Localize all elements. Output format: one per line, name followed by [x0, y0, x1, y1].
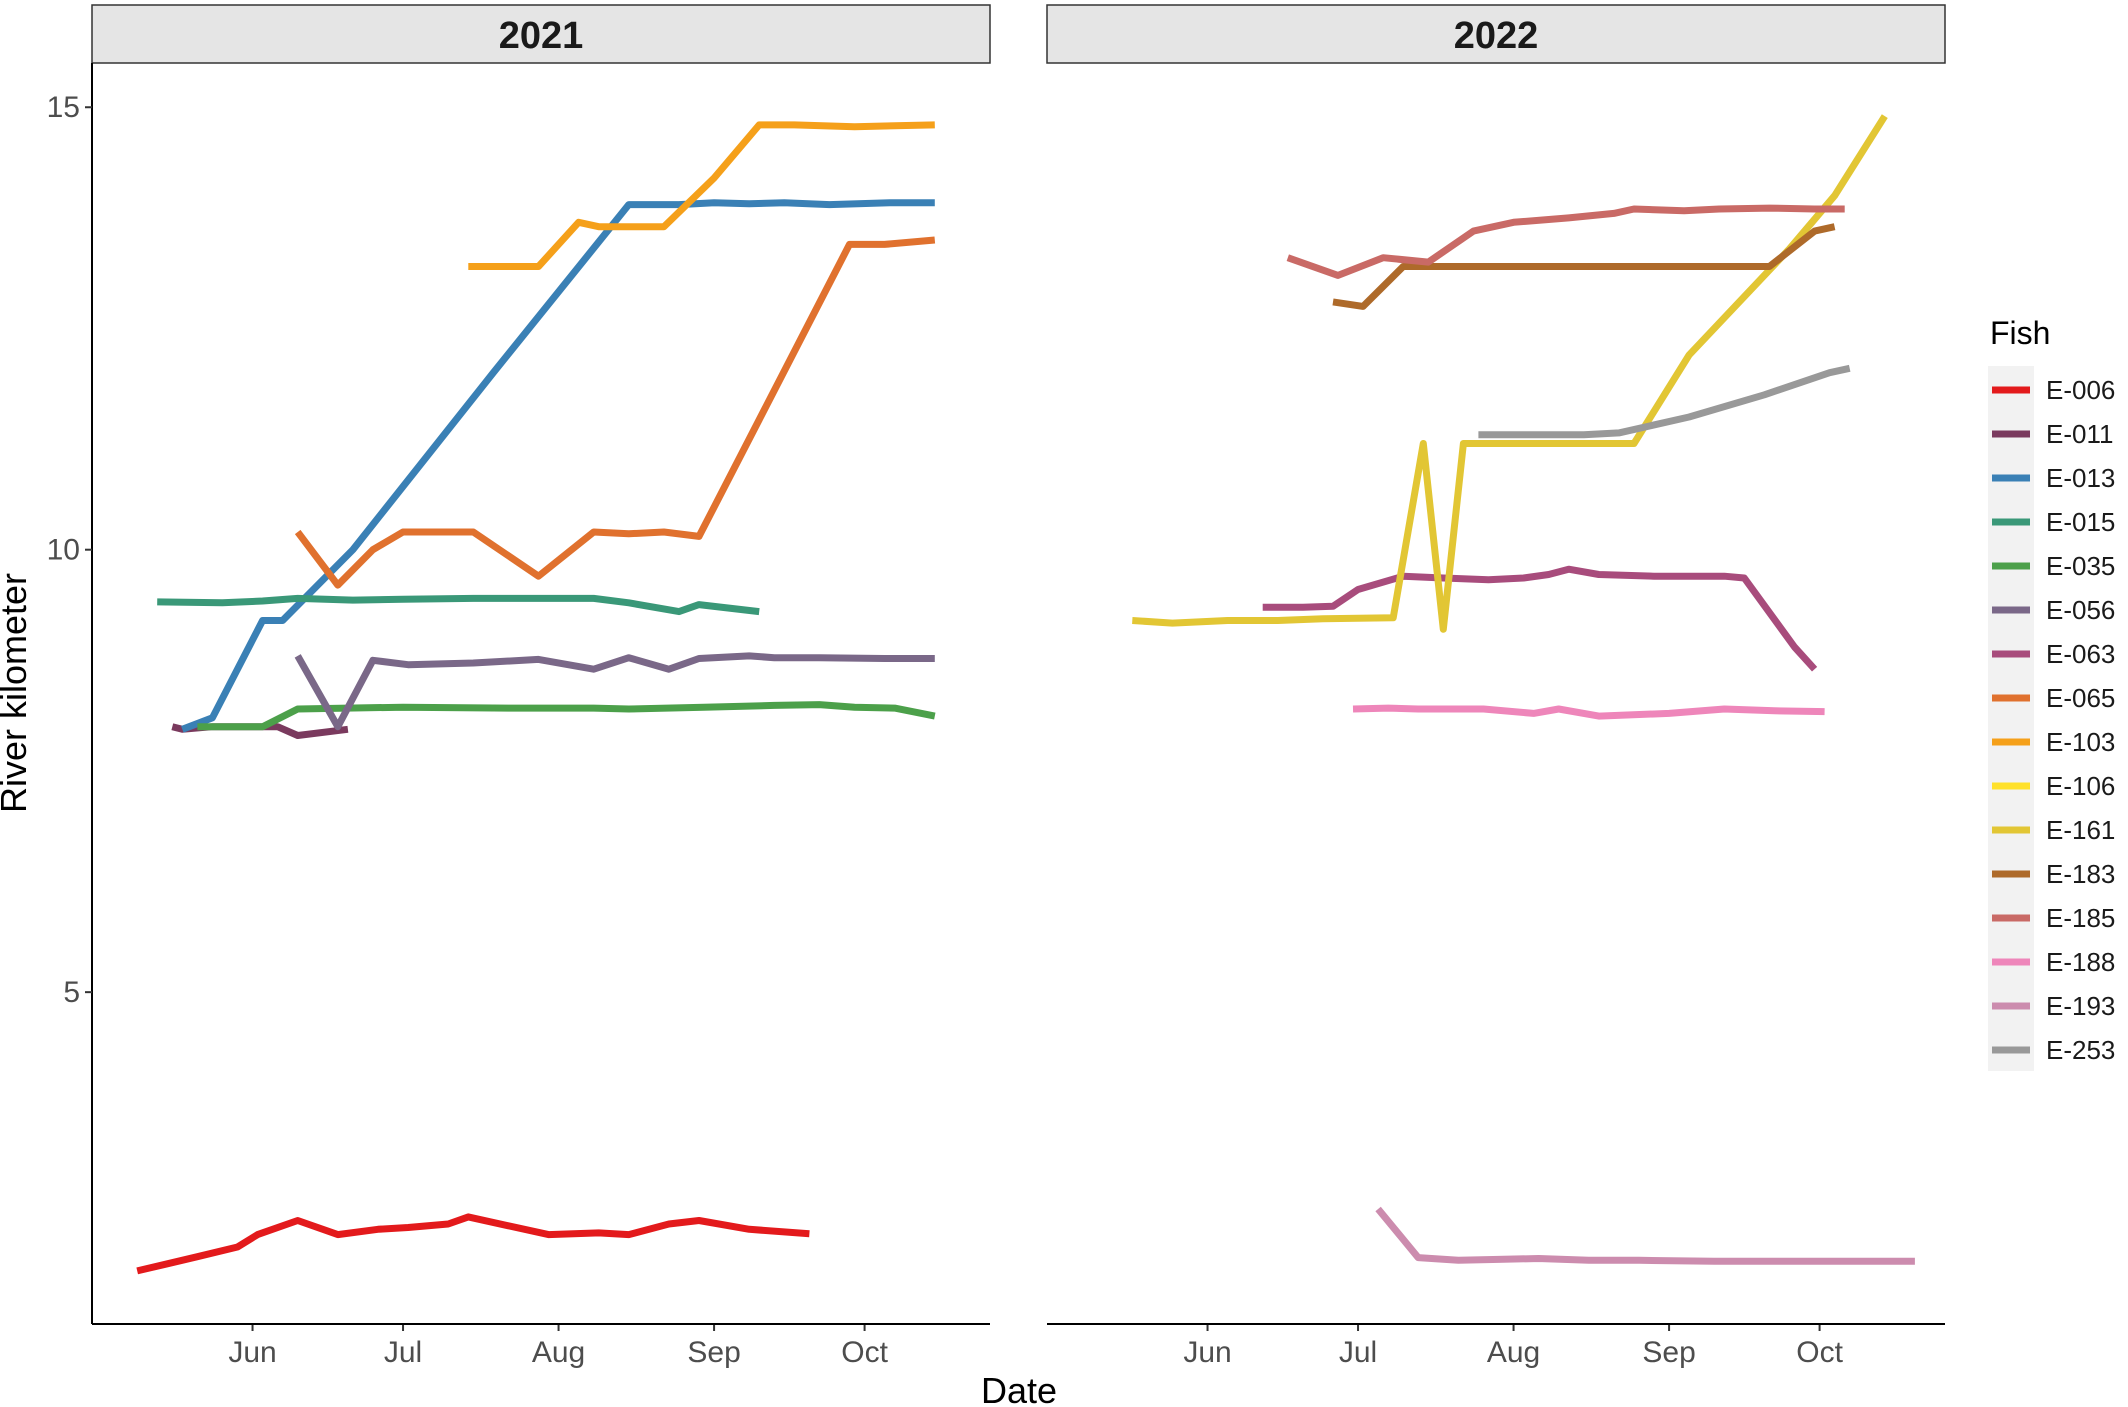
x-axis-title: Date — [981, 1370, 1057, 1407]
x-tick-label: Oct — [1796, 1336, 1843, 1369]
series-line-e-188 — [1352, 704, 1825, 720]
series-lines-2021 — [136, 121, 936, 1275]
legend-background — [1988, 366, 2034, 1071]
series-line-e-193 — [1375, 1206, 1915, 1265]
y-axis-ticks: 5 10 15 — [47, 91, 92, 1009]
x-tick-label: Jun — [228, 1336, 276, 1369]
x-axis-ticks-2021: Jun Jul Aug Sep Oct — [228, 1324, 889, 1369]
panel-2021: 2021 Jun Jul Aug Sep Oct — [91, 4, 991, 1369]
series-line-e-183 — [1332, 223, 1836, 310]
legend-label-e-035: E-035 — [2046, 551, 2115, 581]
panel-2022: 2022 Jun Jul Aug Sep Oct — [1046, 4, 1946, 1369]
y-axis-title: River kilometer — [0, 573, 34, 813]
legend-label-e-063: E-063 — [2046, 639, 2115, 669]
series-line-e-013 — [181, 199, 935, 733]
x-tick-label: Sep — [687, 1336, 740, 1369]
legend-label-e-183: E-183 — [2046, 859, 2115, 889]
strip-2022 — [1046, 4, 1946, 64]
x-axis-ticks-2022: Jun Jul Aug Sep Oct — [1183, 1324, 1844, 1369]
legend-label-e-188: E-188 — [2046, 947, 2115, 977]
series-line-e-035 — [197, 701, 936, 731]
x-tick-label: Aug — [532, 1336, 585, 1369]
series-lines-2022 — [1132, 114, 1915, 1265]
series-line-e-056 — [294, 652, 935, 731]
legend-label-e-013: E-013 — [2046, 463, 2115, 493]
strip-title-2021: 2021 — [499, 15, 584, 57]
series-line-e-063 — [1262, 565, 1818, 672]
legend-label-e-006: E-006 — [2046, 375, 2115, 405]
legend-label-e-106: E-106 — [2046, 771, 2115, 801]
strip-2021 — [91, 4, 991, 64]
legend-label-e-065: E-065 — [2046, 683, 2115, 713]
legend-label-e-193: E-193 — [2046, 991, 2115, 1021]
legend-label-e-185: E-185 — [2046, 903, 2115, 933]
series-line-e-253 — [1478, 364, 1851, 439]
strip-title-2022: 2022 — [1454, 15, 1539, 57]
legend-label-e-015: E-015 — [2046, 507, 2115, 537]
series-line-e-065 — [294, 236, 936, 589]
y-tick-label: 15 — [47, 91, 80, 124]
legend-label-e-011: E-011 — [2046, 419, 2113, 449]
legend-label-e-103: E-103 — [2046, 727, 2115, 757]
x-tick-label: Jun — [1183, 1336, 1231, 1369]
x-tick-label: Jul — [1339, 1336, 1377, 1369]
x-tick-label: Sep — [1642, 1336, 1695, 1369]
legend-label-e-253: E-253 — [2046, 1035, 2115, 1065]
series-line-e-185 — [1286, 204, 1845, 279]
series-line-e-015 — [157, 594, 760, 616]
x-tick-label: Jul — [384, 1336, 422, 1369]
x-tick-label: Aug — [1487, 1336, 1540, 1369]
y-tick-label: 10 — [47, 534, 80, 567]
legend-label-e-161: E-161 — [2046, 815, 2115, 845]
x-tick-label: Oct — [841, 1336, 888, 1369]
legend-items: E-006 E-011 E-013 E-015 E-035 E-056 E-063 E-065… — [1992, 375, 2115, 1065]
series-line-e-161 — [1132, 114, 1888, 633]
y-tick-label: 5 — [63, 976, 80, 1009]
legend-title: Fish — [1990, 315, 2050, 351]
legend-label-e-056: E-056 — [2046, 595, 2115, 625]
series-line-e-103 — [468, 121, 935, 270]
legend: Fish E-006 E-011 E-013 E-015 E-035 E-056 E-063… — [1988, 315, 2115, 1071]
series-line-e-006 — [136, 1213, 810, 1275]
